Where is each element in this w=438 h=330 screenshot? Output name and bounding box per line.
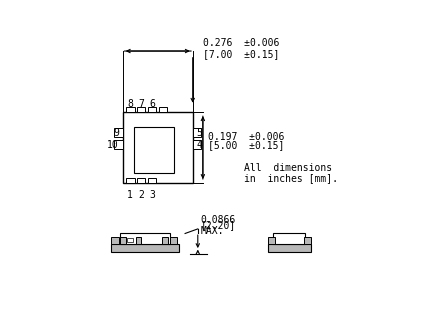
Text: 4: 4	[197, 140, 202, 150]
Text: 7: 7	[138, 99, 144, 110]
Bar	[120, 237, 126, 244]
Bar	[304, 237, 311, 244]
Bar	[137, 107, 145, 112]
Text: 5: 5	[197, 128, 202, 138]
Bar	[193, 141, 201, 149]
Bar	[127, 238, 133, 242]
Bar	[134, 127, 173, 173]
Text: in  inches [mm].: in inches [mm].	[244, 173, 338, 183]
Text: All  dimensions: All dimensions	[244, 163, 332, 173]
Bar	[268, 244, 311, 252]
Bar	[114, 141, 123, 149]
Text: MAX.: MAX.	[200, 226, 224, 236]
Bar	[170, 237, 177, 244]
Bar	[162, 237, 168, 244]
Bar	[273, 234, 305, 244]
Bar	[148, 178, 156, 183]
Text: 1: 1	[127, 189, 133, 200]
Text: 0.197  ±0.006: 0.197 ±0.006	[208, 132, 284, 143]
Text: [7.00  ±0.15]: [7.00 ±0.15]	[203, 50, 279, 59]
Bar	[114, 128, 123, 137]
Bar	[123, 112, 193, 183]
Bar	[126, 107, 134, 112]
Bar	[268, 237, 275, 244]
Bar	[135, 237, 141, 244]
Text: 0.0866: 0.0866	[200, 214, 236, 225]
Bar	[111, 237, 119, 244]
Text: 8: 8	[127, 99, 133, 110]
Bar	[126, 178, 134, 183]
Text: [2.20]: [2.20]	[200, 220, 236, 230]
Text: 3: 3	[149, 189, 155, 200]
Bar	[148, 107, 156, 112]
Text: 0.276  ±0.006: 0.276 ±0.006	[203, 39, 279, 49]
Text: [5.00  ±0.15]: [5.00 ±0.15]	[208, 140, 284, 150]
Text: 10: 10	[107, 140, 119, 150]
Bar	[193, 128, 201, 137]
Bar	[111, 244, 179, 252]
Text: 6: 6	[149, 99, 155, 110]
Bar	[159, 107, 167, 112]
Text: 2: 2	[138, 189, 144, 200]
Bar	[120, 234, 170, 244]
Bar	[137, 178, 145, 183]
Text: 9: 9	[113, 128, 119, 138]
